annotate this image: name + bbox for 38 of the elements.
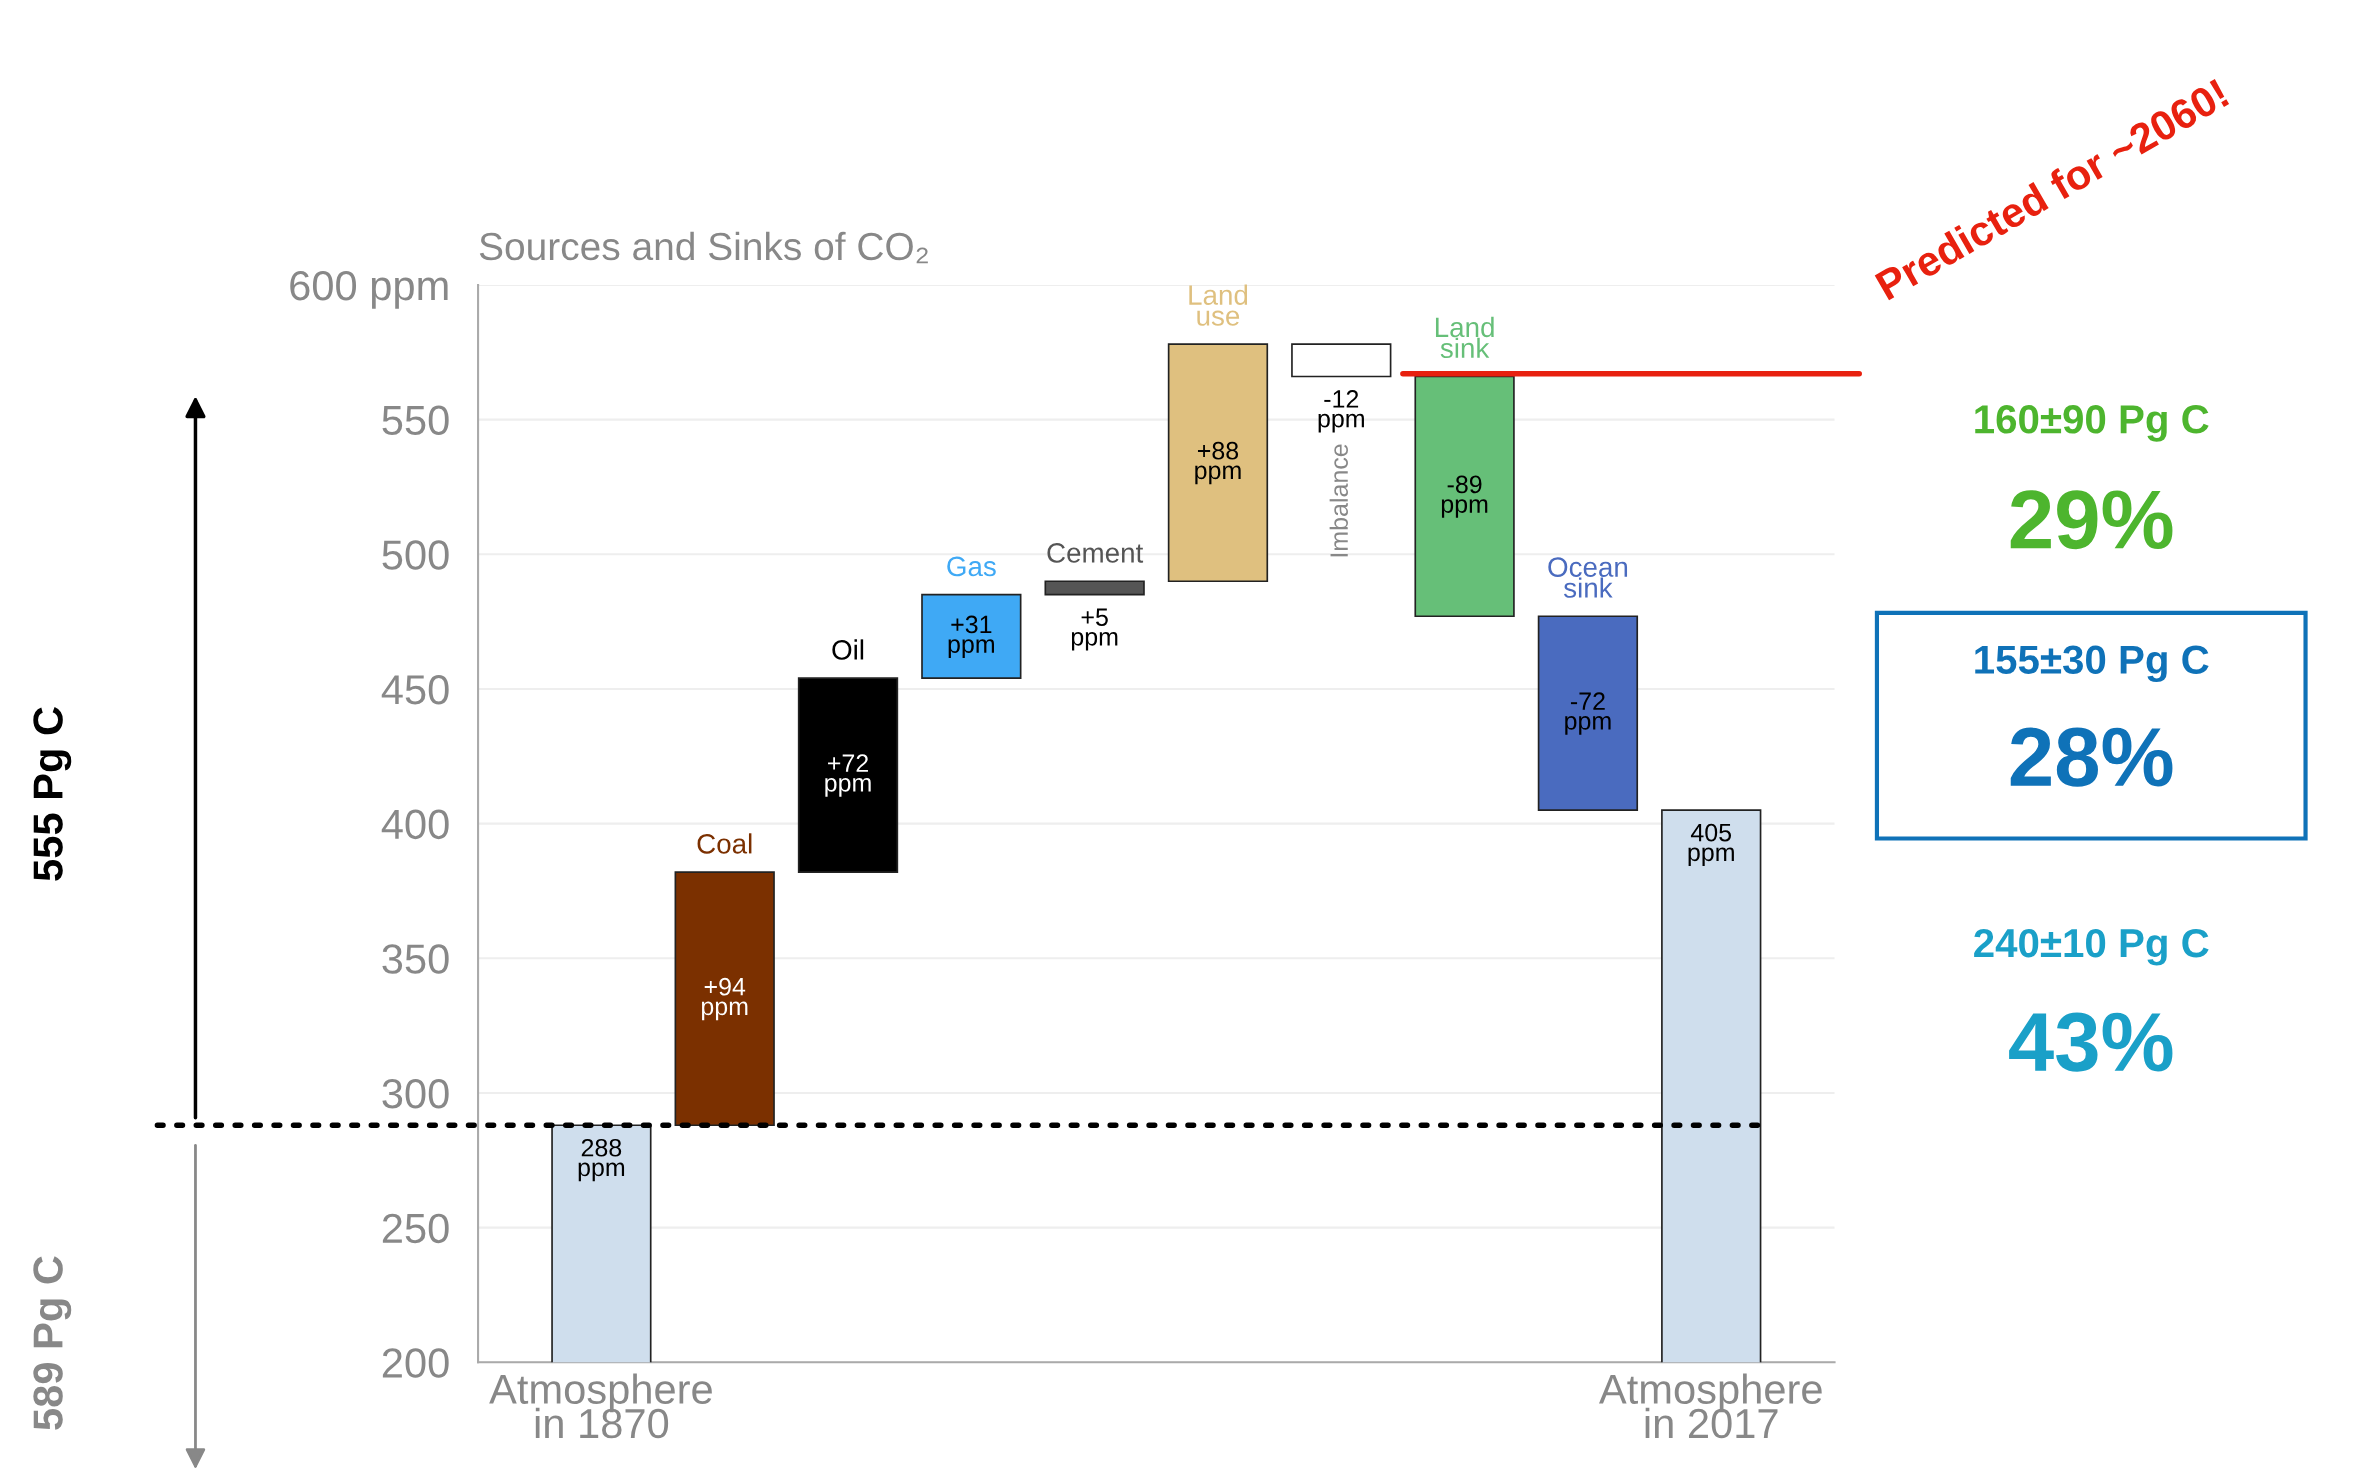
y-tick-label: 250 [382,1213,449,1244]
data-label: -12 ppm [1318,390,1364,433]
series-label: Cement [1047,543,1144,563]
y-tick-label: 450 [381,674,449,705]
data-label: +31 ppm [948,615,994,658]
x-tick-label: Atmosphere in 2017 [1599,1373,1822,1439]
series-label: Ocean sink [1548,557,1628,598]
y-tick-label: 350 [382,944,449,974]
y-tick-label: 600 ppm [290,270,448,309]
data-label: 288 ppm [578,1138,625,1182]
chart-title: Sources and Sinks of CO₂ [479,231,928,264]
text: 29% [2010,490,2173,550]
text: Imbalance [1329,444,1348,557]
series-label: Coal [697,833,752,854]
series-label: Land sink [1435,316,1494,359]
data-label: +72 ppm [825,754,871,797]
text: 240±10 Pg C [1974,928,2209,966]
data-label: -72 ppm [1565,692,1611,735]
text: 555 Pg C [33,707,72,881]
y-tick-label: 500 [382,540,449,570]
text: 155±30 Pg C [1975,645,2209,683]
data-label: -89 ppm [1441,475,1488,518]
data-label: +94 ppm [702,977,748,1021]
x-tick-label: Atmosphere in 1870 [489,1373,712,1439]
data-label: +5 ppm [1071,608,1118,651]
text: 589 Pg C [33,1256,72,1430]
y-tick-label: 550 [382,405,449,436]
text: 160±90 Pg C [1975,405,2209,442]
y-tick-label: 200 [382,1348,449,1378]
data-label: 405 ppm [1688,823,1734,867]
text: 43% [2009,1012,2173,1072]
y-tick-label: 300 [382,1078,449,1109]
series-label: Oil [832,639,864,660]
series-label: Gas [947,556,996,577]
series-label: Land use [1189,284,1248,326]
text: 28% [2010,727,2173,787]
data-label: +88 ppm [1195,441,1241,485]
y-tick-label: 400 [381,809,449,840]
